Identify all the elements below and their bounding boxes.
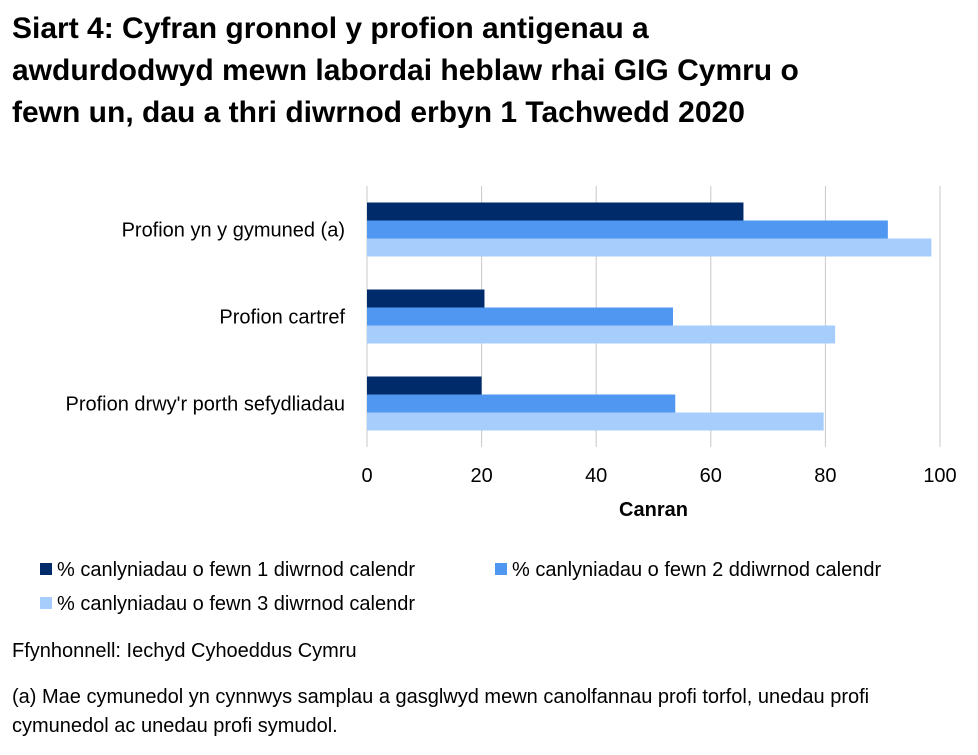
bar (367, 394, 676, 413)
chart-title: Siart 4: Cyfran gronnol y profion antige… (12, 8, 962, 134)
bar (367, 307, 673, 326)
x-tick-label: 40 (585, 465, 607, 487)
legend-swatch (40, 562, 52, 575)
x-tick-label: 100 (923, 465, 956, 487)
category-label: Profion drwy'r porth sefydliadau (65, 394, 345, 416)
legend-swatch (495, 562, 507, 575)
legend-label: % canlyniadau o fewn 1 diwrnod calendr (57, 559, 415, 581)
legend-item-2-days: % canlyniadau o fewn 2 ddiwrnod calendr (495, 553, 881, 587)
legend-label: % canlyniadau o fewn 2 ddiwrnod calendr (512, 559, 882, 581)
bar (367, 202, 744, 221)
bar (367, 325, 836, 344)
x-axis-title: Canran (619, 499, 688, 521)
footnote: (a) Mae cymunedol yn cynnwys samplau a g… (12, 683, 972, 741)
x-tick-label: 60 (700, 465, 722, 487)
legend-swatch (40, 596, 52, 609)
category-labels: Profion yn y gymuned (a) Profion cartref P… (65, 220, 345, 416)
legend-item-3-days: % canlyniadau o fewn 3 diwrnod calendr (40, 587, 415, 621)
legend-item-1-day: % canlyniadau o fewn 1 diwrnod calendr (40, 553, 415, 587)
category-label: Profion cartref (219, 307, 345, 329)
chart-title-line: fewn un, dau a thri diwrnod erbyn 1 Tach… (12, 96, 745, 129)
bar (367, 412, 824, 431)
footnote-line: cymunedol ac unedau profi symudol. (12, 715, 338, 737)
bar (367, 376, 482, 395)
bar-chart: Profion yn y gymuned (a) Profion cartref P… (65, 186, 957, 521)
legend-label: % canlyniadau o fewn 3 diwrnod calendr (57, 593, 415, 615)
chart-title-line: Siart 4: Cyfran gronnol y profion antige… (12, 12, 649, 45)
bars (367, 202, 932, 431)
chart-title-line: awdurdodwyd mewn labordai heblaw rhai GI… (12, 54, 799, 87)
x-tick-label: 20 (470, 465, 492, 487)
bar (367, 220, 888, 239)
x-tick-label: 0 (361, 465, 372, 487)
footnote-line: (a) Mae cymunedol yn cynnwys samplau a g… (12, 686, 870, 708)
category-label: Profion yn y gymuned (a) (122, 220, 345, 242)
bar (367, 289, 485, 308)
x-tick-labels: 0 20 40 60 80 100 (361, 465, 956, 487)
source-text: Ffynhonnell: Iechyd Cyhoeddus Cymru (12, 640, 357, 662)
bar (367, 238, 932, 257)
x-tick-label: 80 (814, 465, 836, 487)
